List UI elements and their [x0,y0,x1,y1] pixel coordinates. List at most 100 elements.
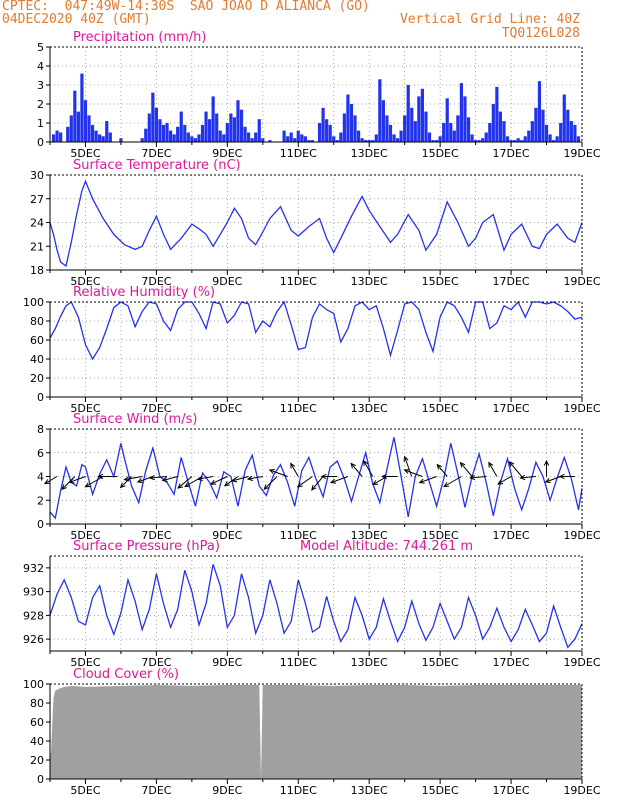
wind-vector-head [372,480,379,486]
precip-bar [200,124,205,142]
x-tick-label: 19DEC [563,529,600,542]
wind-vector-head [161,476,168,482]
precip-bar [94,130,98,142]
x-tick-label: 19DEC [563,402,600,415]
x-tick-label: 17DEC [493,529,530,542]
precip-bar [239,109,244,142]
wind-vector-head [290,462,296,469]
grid-note: Vertical Grid Line: 40Z [399,12,580,27]
precip-bar [459,83,464,142]
precip-bar [523,136,527,142]
wind-vector [350,463,363,477]
precip-bar [289,132,293,142]
wind-vector [263,476,278,490]
precip-bar [413,121,417,142]
y-tick-label: 20 [30,754,44,767]
precip-bar [466,117,471,142]
x-tick-label: 11DEC [280,275,317,288]
wind-vector [509,461,523,477]
y-tick-label: 40 [30,353,44,366]
precip-bar [445,98,449,142]
x-tick-label: 11DEC [280,147,317,160]
precip-bar [51,134,56,142]
precip-bar [456,115,460,142]
precip-bar [186,132,190,142]
wind-vector [197,476,214,480]
x-tick-label: 19DEC [563,275,600,288]
x-tick-label: 7DEC [141,784,171,797]
precip-bar [147,113,151,142]
precip-bar [73,90,77,142]
precip-bar [346,94,350,142]
x-tick-label: 7DEC [141,275,171,288]
x-tick-label: 17DEC [493,656,530,669]
precip-bar [307,140,311,142]
wind-vector [85,476,104,488]
wind-vector-head [508,461,515,467]
precip-bar [208,119,212,142]
precip-bar [431,140,435,142]
precip-bar [119,138,123,142]
x-tick-label: 7DEC [141,147,171,160]
panel-title: Surface Wind (m/s) [73,412,197,427]
y-tick-label: 930 [23,586,44,599]
precip-bar [356,130,361,142]
wind-vector [419,476,437,484]
wind-vector [44,476,58,484]
wind-vector-head [543,459,550,466]
wind-vector [247,476,263,480]
precip-bar [161,124,166,142]
y-tick-label: 20 [30,372,44,385]
wind-vector-head [519,474,526,481]
y-tick-label: 1 [37,117,44,130]
precip-bar [165,123,169,142]
precip-bar [83,100,88,142]
wind-vector-head [43,479,50,485]
precip-bar [176,126,180,142]
precip-bar [59,132,63,142]
x-tick-label: 19DEC [563,784,600,797]
y-tick-label: 100 [23,296,44,309]
precip-bar [438,136,442,142]
series-line [49,300,583,361]
x-tick-label: 13DEC [351,402,388,415]
precip-bar [282,130,286,142]
wind-vector-head [177,483,184,489]
precip-bar [261,138,265,142]
panel-title: Surface Temperature (nC) [73,158,241,173]
date-header: 04DEC2020 40Z (GMT) [2,12,151,27]
precip-bar [197,134,201,142]
wind-vector-head [418,478,425,484]
precip-bar [303,136,307,142]
wind-vector-head [443,482,450,488]
precip-bar [491,104,495,142]
y-tick-label: 2 [37,494,44,507]
precip-bar [225,123,229,142]
precip-bar [300,134,304,142]
y-tick-label: 60 [30,334,44,347]
x-tick-label: 15DEC [422,529,459,542]
precip-bar [420,88,424,142]
panel-title: Surface Pressure (hPa) [73,539,220,554]
precip-bar [250,138,254,142]
wind-vector-head [84,482,91,488]
wind-vector-head [97,473,104,480]
wind-vector-head [544,478,551,483]
precip-bar [108,132,112,142]
precip-bar [474,140,478,142]
precip-bar [321,107,325,142]
y-tick-label: 0 [37,391,44,404]
y-tick-label: 100 [23,678,44,691]
precip-bar [495,86,499,142]
panel-2 [46,300,583,402]
x-tick-label: 11DEC [280,784,317,797]
precip-bar [247,132,251,142]
wind-vector-head [184,482,191,488]
precip-bar [168,130,173,142]
precip-bar [502,121,506,142]
x-tick-label: 5DEC [70,529,100,542]
precip-bar [179,111,183,142]
x-tick-label: 7DEC [141,656,171,669]
x-tick-label: 15DEC [422,784,459,797]
